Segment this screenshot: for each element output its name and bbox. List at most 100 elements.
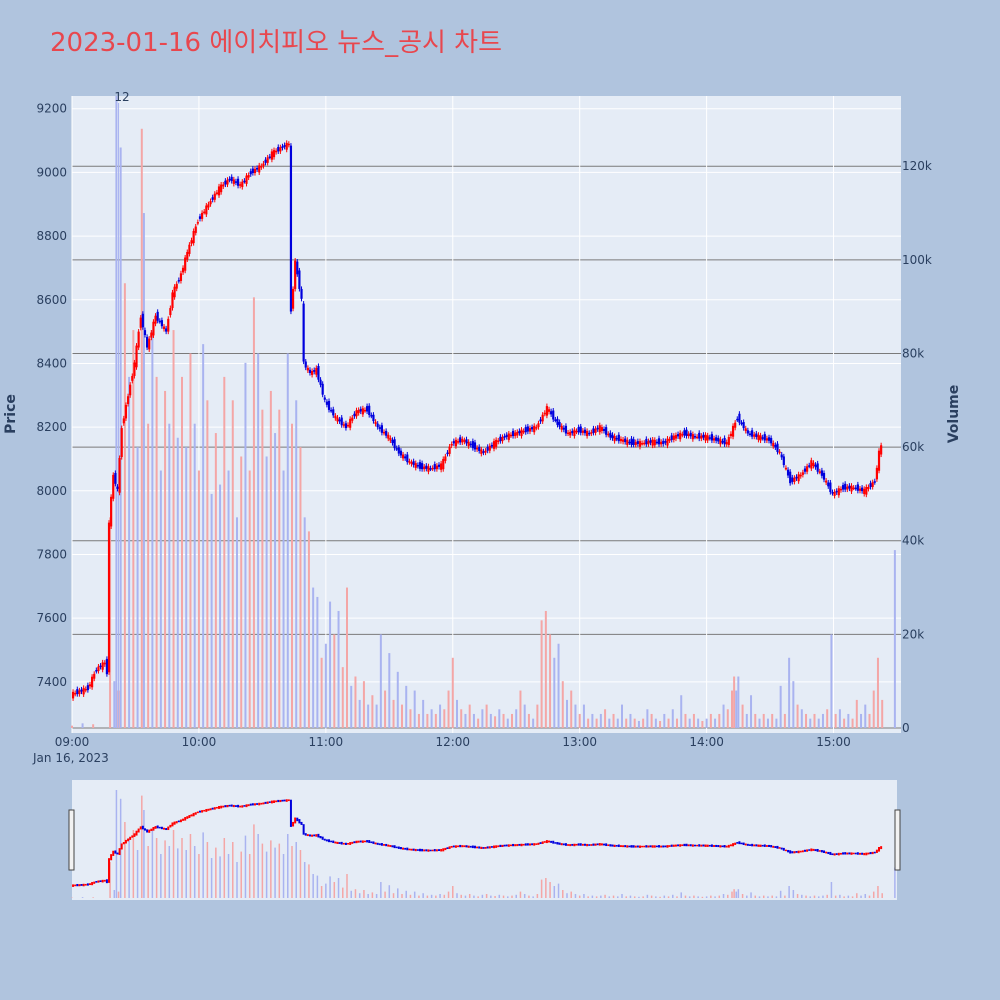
rangeslider-volume-bar — [688, 896, 691, 898]
volume-bar — [316, 596, 319, 728]
volume-bar — [523, 704, 526, 728]
volume-bar — [667, 718, 670, 728]
candle-body — [169, 308, 172, 316]
candle-body — [556, 418, 559, 425]
candle-body — [291, 288, 295, 309]
rangeslider-candle — [190, 814, 193, 817]
rangeslider-right-handle[interactable] — [894, 809, 901, 871]
rangeslider-candle — [603, 843, 606, 846]
candle-body — [310, 370, 314, 375]
candle-body — [759, 435, 762, 441]
candle-body — [361, 408, 364, 415]
y2-tick-label: 120k — [902, 159, 932, 173]
volume-bar — [248, 470, 251, 728]
candle-body — [471, 441, 474, 449]
candle-body — [530, 427, 534, 430]
rangeslider-candle — [76, 883, 79, 887]
candle-body — [262, 163, 265, 167]
candle-body — [101, 662, 104, 670]
rangeslider-candle — [277, 799, 280, 803]
rangeslider-candle — [793, 851, 796, 854]
rangeslider-candle — [507, 844, 510, 847]
rangeslider-candle — [82, 883, 85, 887]
candle-body — [880, 445, 883, 455]
candle-body — [649, 440, 652, 443]
rangeslider-candle — [738, 841, 741, 845]
candle-body — [126, 396, 130, 404]
rangeslider-candle — [198, 810, 201, 813]
candle-body — [704, 434, 707, 441]
y2-tick-label: 0 — [902, 721, 910, 735]
rangeslider-background[interactable] — [72, 780, 897, 900]
rangeslider-candle — [465, 845, 468, 848]
rangeslider-candle — [93, 881, 96, 884]
volume-bar — [396, 671, 399, 728]
volume-bar — [439, 704, 442, 728]
candle-body — [395, 448, 398, 450]
rangeslider-volume-bar — [809, 896, 812, 898]
volume-bar — [346, 587, 348, 728]
rangeslider-volume — [71, 790, 896, 898]
candle-body — [145, 336, 149, 348]
rangeslider-candle — [450, 845, 453, 848]
rangeslider-candle — [803, 849, 806, 852]
candle-body — [243, 180, 246, 183]
candle-body — [628, 441, 631, 444]
rangeslider-candle — [476, 846, 479, 849]
candle-body — [511, 430, 515, 437]
rangeslider-candle — [765, 845, 768, 847]
rangeslider-candle — [302, 824, 305, 835]
candle-body — [501, 436, 504, 442]
y-tick-label: 7600 — [36, 611, 67, 625]
rangeslider-candle — [784, 849, 787, 852]
rangeslider-candle — [710, 844, 713, 847]
volume-bar — [705, 718, 708, 728]
rangeslider-candle — [340, 841, 343, 845]
candle-body — [560, 425, 563, 430]
main-plot-background — [72, 96, 901, 733]
rangeslider-volume-bar — [633, 896, 636, 898]
rangeslider-candle — [84, 883, 87, 886]
volume-bar — [231, 400, 234, 728]
candle-body — [452, 441, 455, 444]
rangeslider-candle — [622, 845, 625, 848]
y-tick-label: 7800 — [36, 547, 67, 561]
rangeslider-volume-bar — [257, 834, 259, 898]
candle-body — [410, 462, 413, 465]
volume-bar — [464, 713, 467, 728]
candle-body — [414, 463, 417, 468]
rangeslider-candle — [626, 845, 629, 848]
rangeslider-candle — [541, 841, 544, 844]
volume-bar — [123, 283, 126, 728]
rangeslider-left-handle[interactable] — [68, 809, 75, 871]
rangeslider-candle — [613, 844, 616, 848]
volume-bar — [176, 437, 179, 728]
rangeslider-candle — [336, 841, 339, 844]
candle-body — [801, 472, 804, 475]
rangeslider-volume-bar — [860, 895, 862, 898]
rangeslider-candle — [323, 838, 326, 841]
rangeslider-volume-bar — [92, 897, 94, 898]
candle-body — [734, 422, 737, 428]
rangeslider-volume-bar — [481, 894, 484, 898]
rangeslider-volume-bar — [119, 798, 122, 898]
y-tick-labels: 7400 7600 7800 8000 8200 8400 8600 8800 9000 9200 — [36, 102, 67, 689]
rangeslider-volume-bar — [540, 879, 543, 898]
volume-bar — [813, 713, 816, 728]
rangeslider-candle — [869, 852, 872, 855]
volume-bar — [375, 704, 378, 728]
candle-body — [803, 468, 807, 472]
rangeslider-candle — [313, 834, 316, 837]
rangeslider-volume-bar — [113, 890, 116, 898]
rangeslider-candle — [408, 848, 411, 851]
rangeslider-candle — [628, 845, 631, 848]
rangeslider-candle — [677, 844, 680, 847]
volume-bar — [582, 704, 585, 728]
rangeslider-candle — [509, 844, 512, 847]
candle-body — [776, 443, 779, 452]
rangeslider-candle — [827, 851, 830, 855]
candle-body — [370, 415, 373, 417]
rangeslider-candle — [609, 844, 612, 847]
x-tick-label: 09:00 — [55, 735, 90, 749]
rangeslider-candle — [298, 819, 301, 824]
